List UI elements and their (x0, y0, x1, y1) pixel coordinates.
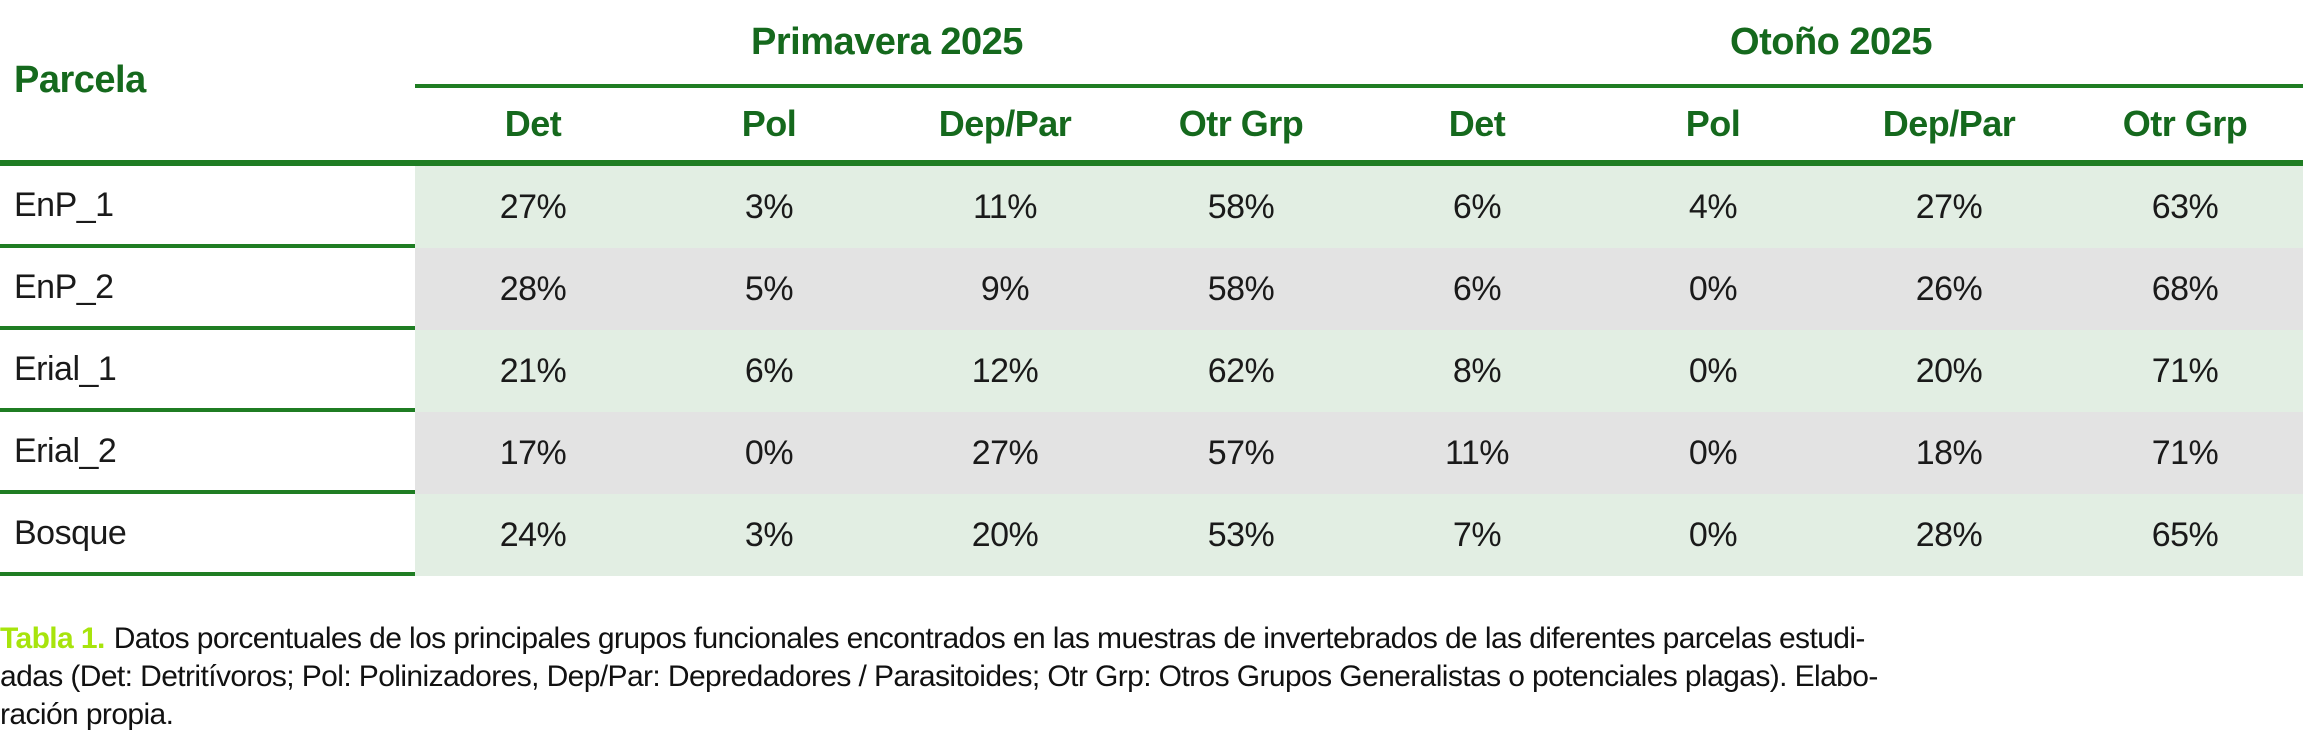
col-header-otono-det: Det (1448, 103, 1506, 144)
col-header-otono-otrgrp: Otr Grp (2122, 103, 2248, 144)
data-cell: 65% (2067, 494, 2303, 576)
data-cell: 28% (415, 248, 651, 330)
data-cell: 27% (887, 412, 1123, 494)
data-cell: 6% (1359, 166, 1595, 248)
caption-line: ración propia. (0, 698, 174, 731)
data-cell: 58% (1123, 166, 1359, 248)
data-cell: 28% (1831, 494, 2067, 576)
data-cell: 6% (651, 330, 887, 412)
table-body: EnP_1 27% 3% 11% 58% 6% 4% 27% 63% EnP_2… (0, 166, 2303, 576)
data-cell: 17% (415, 412, 651, 494)
data-cell: 12% (887, 330, 1123, 412)
functional-groups-table: Parcela Primavera 2025 Otoño 2025 Det Po… (0, 0, 2303, 576)
data-cell: 20% (1831, 330, 2067, 412)
col-header-primavera-deppar: Dep/Par (938, 103, 1072, 144)
data-cell: 20% (887, 494, 1123, 576)
data-cell: 8% (1359, 330, 1595, 412)
data-cell: 21% (415, 330, 651, 412)
data-cell: 24% (415, 494, 651, 576)
data-cell: 27% (415, 166, 651, 248)
data-cell: 11% (887, 166, 1123, 248)
row-label: EnP_1 (0, 166, 415, 248)
data-cell: 0% (651, 412, 887, 494)
season-spanner-row: Primavera 2025 Otoño 2025 (415, 0, 2303, 88)
data-cell: 71% (2067, 412, 2303, 494)
caption-label: Tabla 1. (0, 622, 105, 655)
data-cell: 53% (1123, 494, 1359, 576)
data-cell: 27% (1831, 166, 2067, 248)
data-cell: 0% (1595, 330, 1831, 412)
col-header-primavera-otrgrp: Otr Grp (1178, 103, 1304, 144)
season-header-area: Primavera 2025 Otoño 2025 Det Pol Dep/Pa… (415, 0, 2303, 160)
row-label: Bosque (0, 494, 415, 576)
data-cell: 6% (1359, 248, 1595, 330)
data-cell: 4% (1595, 166, 1831, 248)
data-cell: 18% (1831, 412, 2067, 494)
table-caption: Tabla 1. Datos porcentuales de los princi… (0, 620, 2303, 734)
data-cell: 0% (1595, 248, 1831, 330)
data-cell: 0% (1595, 412, 1831, 494)
row-label: EnP_2 (0, 248, 415, 330)
table-header: Parcela Primavera 2025 Otoño 2025 Det Po… (0, 0, 2303, 166)
caption-line: Tabla 1. Datos porcentuales de los princi… (0, 620, 2303, 658)
data-cell: 63% (2067, 166, 2303, 248)
col-header-otono-deppar: Dep/Par (1882, 103, 2016, 144)
season-header-primavera: Primavera 2025 (751, 20, 1023, 63)
data-cell: 57% (1123, 412, 1359, 494)
data-cell: 3% (651, 166, 887, 248)
table-row: Bosque 24% 3% 20% 53% 7% 0% 28% 65% (0, 494, 2303, 576)
col-header-otono-pol: Pol (1685, 103, 1741, 144)
parcela-column-header: Parcela (14, 58, 146, 101)
data-cell: 5% (651, 248, 887, 330)
data-cell: 9% (887, 248, 1123, 330)
data-cell: 11% (1359, 412, 1595, 494)
data-cell: 62% (1123, 330, 1359, 412)
col-header-primavera-det: Det (504, 103, 562, 144)
caption-line: adas (Det: Detritívoros; Pol: Polinizado… (0, 660, 1878, 693)
season-header-otono: Otoño 2025 (1730, 20, 1932, 63)
data-cell: 26% (1831, 248, 2067, 330)
data-cell: 68% (2067, 248, 2303, 330)
table-row: Erial_2 17% 0% 27% 57% 11% 0% 18% 71% (0, 412, 2303, 494)
table-row: EnP_1 27% 3% 11% 58% 6% 4% 27% 63% (0, 166, 2303, 248)
subheader-row: Det Pol Dep/Par Otr Grp Det Pol Dep/Par … (415, 88, 2303, 160)
data-cell: 58% (1123, 248, 1359, 330)
caption-text: Datos porcentuales de los principales gr… (113, 622, 1866, 655)
data-cell: 0% (1595, 494, 1831, 576)
table-row: EnP_2 28% 5% 9% 58% 6% 0% 26% 68% (0, 248, 2303, 330)
data-cell: 71% (2067, 330, 2303, 412)
col-header-primavera-pol: Pol (741, 103, 797, 144)
table-row: Erial_1 21% 6% 12% 62% 8% 0% 20% 71% (0, 330, 2303, 412)
data-cell: 7% (1359, 494, 1595, 576)
data-cell: 3% (651, 494, 887, 576)
row-label: Erial_2 (0, 412, 415, 494)
row-label: Erial_1 (0, 330, 415, 412)
